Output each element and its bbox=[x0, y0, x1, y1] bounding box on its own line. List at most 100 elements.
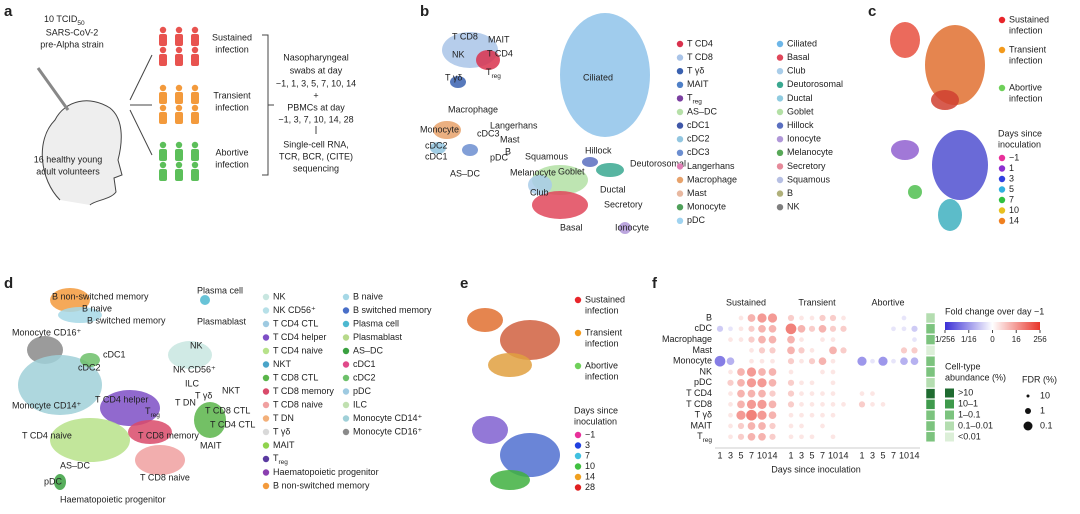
label: Single-cell RNA, bbox=[283, 139, 349, 149]
dot bbox=[870, 316, 875, 320]
legend-dot bbox=[1023, 421, 1033, 431]
legend-swatch bbox=[998, 175, 1006, 183]
person-head bbox=[175, 161, 183, 169]
legend-swatch bbox=[574, 452, 582, 460]
dot bbox=[728, 423, 733, 429]
cluster-label: T CD8 bbox=[452, 31, 478, 41]
dot bbox=[911, 347, 918, 354]
legend-swatch bbox=[342, 307, 350, 314]
dot bbox=[912, 370, 917, 374]
cluster-label: Langerhans bbox=[490, 120, 538, 130]
cluster bbox=[908, 185, 922, 199]
legend-swatch bbox=[574, 473, 582, 481]
label-sub: reg bbox=[151, 412, 161, 419]
dot bbox=[881, 348, 885, 352]
legend-label: MAIT bbox=[273, 440, 295, 450]
legend-swatch bbox=[342, 320, 350, 328]
x-tick-label: 7 bbox=[820, 450, 825, 460]
dot bbox=[891, 348, 896, 352]
legend-label: cDC2 bbox=[687, 134, 710, 144]
legend-label: infection bbox=[585, 305, 619, 315]
person-head bbox=[191, 26, 199, 34]
legend-swatch bbox=[776, 149, 784, 156]
person-body bbox=[159, 54, 167, 66]
cluster-label: T γδ bbox=[195, 390, 212, 400]
abundance-cell bbox=[925, 409, 936, 421]
dot bbox=[831, 424, 835, 428]
legend-swatch bbox=[262, 442, 270, 449]
abundance-cell bbox=[925, 420, 936, 432]
legend-label: 3 bbox=[1009, 173, 1014, 183]
dot bbox=[728, 434, 733, 440]
legend-label: Monocyte CD14⁺ bbox=[353, 413, 423, 423]
dot bbox=[818, 324, 827, 333]
person-body bbox=[191, 34, 199, 46]
dot bbox=[747, 422, 756, 430]
dot bbox=[820, 435, 825, 439]
cluster-label: Secretory bbox=[604, 199, 643, 209]
dot bbox=[714, 355, 726, 367]
dot bbox=[902, 424, 906, 428]
dot bbox=[830, 369, 836, 375]
dot bbox=[860, 413, 864, 417]
legend-swatch bbox=[262, 374, 270, 382]
person-body bbox=[175, 112, 183, 124]
abundance-cell bbox=[925, 377, 936, 389]
legend-label: 7 bbox=[585, 450, 590, 460]
dot bbox=[820, 348, 825, 352]
legend-swatch bbox=[676, 136, 684, 143]
person-head bbox=[191, 141, 199, 149]
dot bbox=[830, 402, 836, 407]
dot bbox=[738, 315, 744, 321]
dot bbox=[841, 338, 846, 342]
dot bbox=[737, 389, 745, 398]
dot bbox=[769, 347, 776, 354]
legend-swatch bbox=[998, 207, 1006, 214]
dot bbox=[891, 338, 896, 342]
legend-label: T CD8 naive bbox=[273, 399, 323, 409]
dot bbox=[912, 316, 917, 320]
cluster-label: Ductal bbox=[600, 184, 626, 194]
legend-label: Abortive bbox=[585, 360, 618, 370]
dot bbox=[718, 381, 722, 385]
dot bbox=[870, 391, 875, 396]
cluster bbox=[932, 130, 988, 200]
cluster-label: cDC3 bbox=[477, 128, 500, 138]
dot bbox=[841, 402, 846, 407]
dot bbox=[810, 338, 814, 342]
cluster-label: cDC2 bbox=[78, 362, 101, 372]
dot bbox=[746, 378, 757, 388]
cluster bbox=[938, 199, 962, 231]
dot bbox=[820, 337, 825, 342]
dot bbox=[830, 391, 836, 396]
dot bbox=[857, 356, 867, 366]
dot bbox=[768, 411, 777, 420]
cluster bbox=[488, 353, 532, 377]
dot bbox=[718, 316, 722, 320]
panel-letter: a bbox=[4, 3, 13, 20]
legend-swatch bbox=[342, 374, 350, 382]
dot bbox=[788, 434, 794, 440]
colorbar-label: 1/16 bbox=[961, 335, 977, 344]
cluster-label: B bbox=[505, 146, 511, 156]
dot bbox=[728, 391, 733, 396]
dot bbox=[769, 433, 776, 440]
person-head bbox=[175, 141, 183, 149]
x-tick-label: 14 bbox=[767, 450, 777, 460]
dot bbox=[878, 356, 888, 366]
dot bbox=[787, 314, 795, 322]
label: PBMCs at day bbox=[287, 102, 345, 112]
dot bbox=[860, 435, 864, 439]
cluster bbox=[100, 390, 160, 426]
cluster bbox=[135, 445, 185, 475]
legend-swatch bbox=[998, 165, 1006, 172]
person-body bbox=[191, 54, 199, 66]
dot bbox=[881, 424, 885, 428]
cluster bbox=[200, 295, 210, 305]
legend-swatch bbox=[574, 431, 582, 439]
x-tick-label: 14 bbox=[909, 450, 919, 460]
cluster bbox=[430, 142, 446, 154]
legend-swatch bbox=[676, 68, 684, 75]
legend-label: AS–DC bbox=[353, 345, 384, 355]
legend-label: 10 bbox=[1040, 390, 1050, 400]
